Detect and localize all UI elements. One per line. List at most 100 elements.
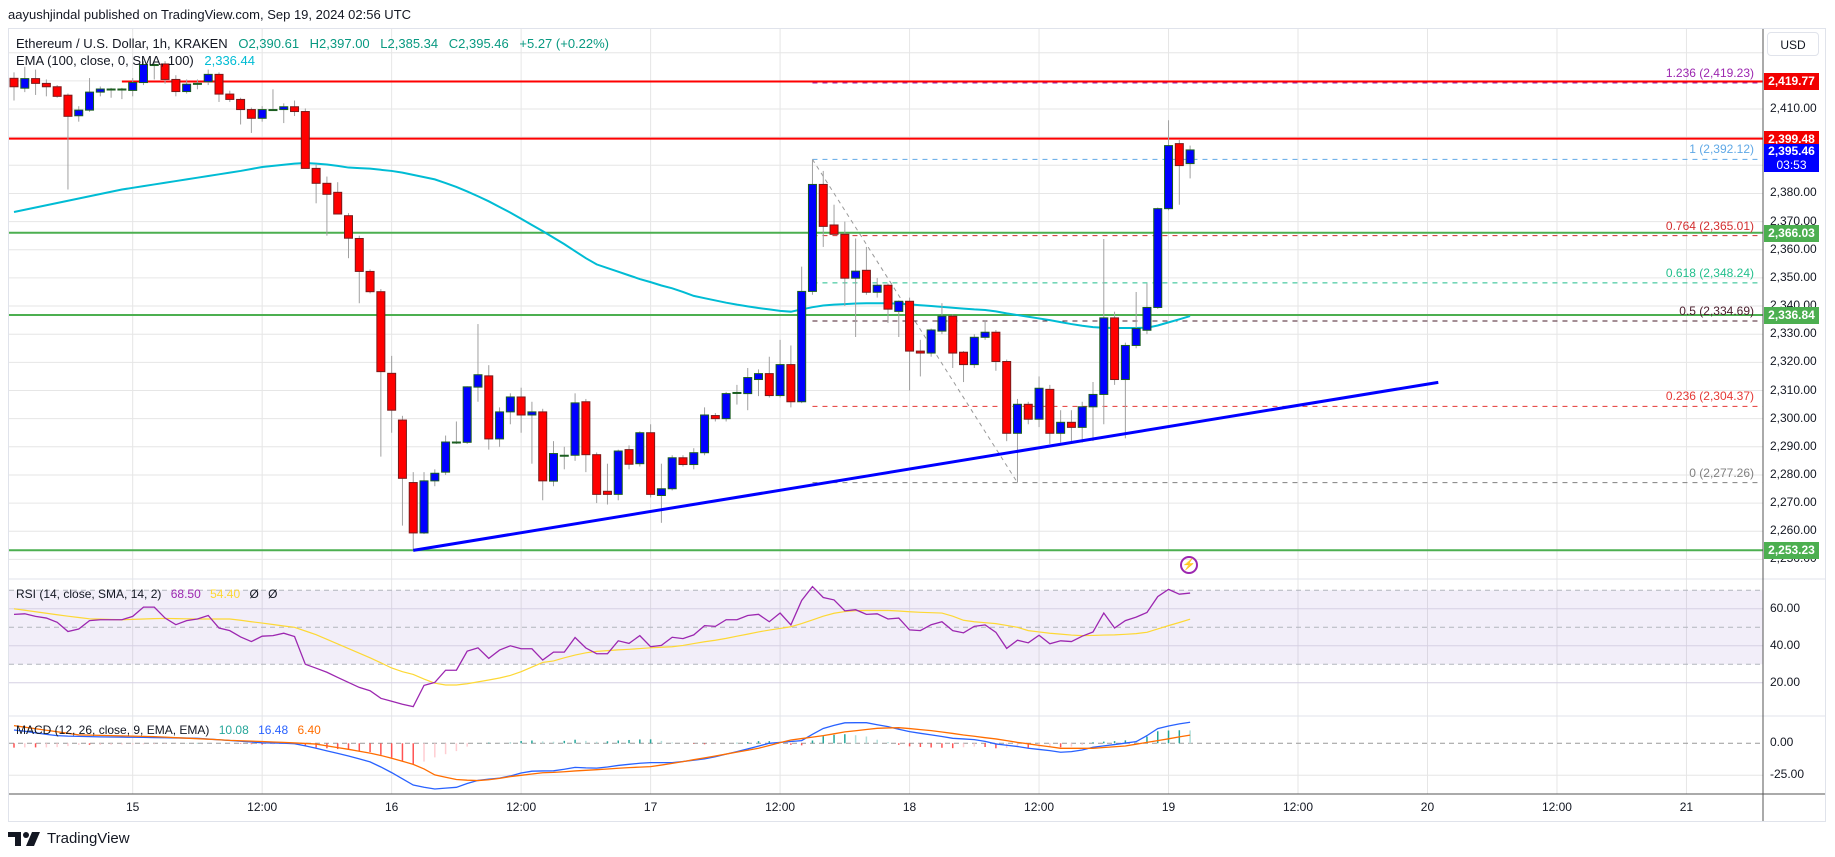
candle-up xyxy=(95,88,105,93)
candle-down xyxy=(343,215,353,239)
price-axis-label: 2,370.00 xyxy=(1770,213,1817,228)
candle-down xyxy=(322,182,332,195)
candle-up xyxy=(192,82,202,85)
time-axis-label: 15 xyxy=(126,800,140,814)
candle-down xyxy=(829,224,839,235)
last-price-value: 2,395.46 xyxy=(1768,143,1815,158)
candle-down xyxy=(1002,361,1012,434)
candle-up xyxy=(117,88,127,91)
price-tag: 2,366.03 xyxy=(1764,224,1819,242)
candle-up xyxy=(721,393,731,420)
time-axis-label: 20 xyxy=(1420,800,1435,814)
candle-up xyxy=(969,336,979,366)
candle-down xyxy=(484,375,494,440)
candle-down xyxy=(786,364,796,403)
candle-down xyxy=(678,457,688,466)
rsi-axis-label: 40.00 xyxy=(1770,637,1801,652)
rsi-legend: RSI (14, close, SMA, 14, 2) 68.50 54.40 … xyxy=(16,587,284,601)
candle-up xyxy=(1185,149,1195,165)
candle-down xyxy=(840,233,850,279)
candle-up xyxy=(700,414,710,454)
rsi-value: 68.50 xyxy=(170,587,201,601)
rsi-axis-label: 60.00 xyxy=(1770,600,1801,615)
candle-up xyxy=(419,480,429,534)
candle-up xyxy=(872,284,882,293)
macd-legend: MACD (12, 26, close, 9, EMA, EMA) 10.08 … xyxy=(16,723,327,737)
macd-axis-label: -25.00 xyxy=(1770,767,1805,782)
lightning-icon[interactable]: ⚡ xyxy=(1180,556,1198,574)
candle-up xyxy=(1131,328,1141,346)
price-pane[interactable] xyxy=(9,61,1763,552)
candle-down xyxy=(883,284,893,310)
bar-countdown: 03:53 xyxy=(1776,157,1807,172)
macd-label: MACD (12, 26, close, 9, EMA, EMA) xyxy=(16,723,210,737)
candle-up xyxy=(656,488,666,496)
candle-down xyxy=(710,415,720,420)
price-tag: 2,253.23 xyxy=(1764,542,1819,560)
macd-axis-label: 0.00 xyxy=(1770,735,1794,750)
candle-down xyxy=(225,93,235,100)
candle-down xyxy=(41,82,51,88)
candle-down xyxy=(592,454,602,495)
candle-down xyxy=(516,396,526,416)
candle-up xyxy=(1034,387,1044,420)
fib-level-label: 0 (2,277.26) xyxy=(1689,465,1754,480)
candle-up xyxy=(257,109,267,119)
candle-down xyxy=(333,191,343,215)
time-axis-label: 12:00 xyxy=(1024,800,1055,814)
candle-up xyxy=(106,88,116,91)
candle-up xyxy=(128,82,138,91)
candle-up xyxy=(613,450,623,495)
candle-up xyxy=(732,391,742,394)
time-axis-label: 12:00 xyxy=(506,800,537,814)
tradingview-logo-icon xyxy=(8,831,40,846)
candle-down xyxy=(905,300,915,352)
candle-up xyxy=(1142,306,1152,331)
open-value: O2,390.61 xyxy=(238,36,300,51)
fib-level-label: 1.236 (2,419.23) xyxy=(1665,66,1754,81)
candle-up xyxy=(505,396,515,413)
candle-down xyxy=(365,270,375,293)
last-price-tag: 2,395.46 03:53 xyxy=(1764,143,1819,172)
ema-legend: EMA (100, close, 0, SMA, 100) 2,336.44 xyxy=(16,53,262,68)
tradingview-logo[interactable]: TradingView xyxy=(8,830,130,847)
candle-down xyxy=(63,94,73,117)
candle-up xyxy=(937,315,947,332)
candle-up xyxy=(1088,393,1098,408)
fib-level-label: 0.236 (2,304.37) xyxy=(1665,389,1754,404)
macd-signal-line xyxy=(13,724,1191,782)
candle-down xyxy=(1174,143,1184,167)
currency-button[interactable]: USD xyxy=(1767,32,1819,56)
time-axis-label: 12:00 xyxy=(1541,800,1572,814)
candle-up xyxy=(451,441,461,444)
time-axis-label: 12:00 xyxy=(765,800,796,814)
candle-down xyxy=(52,86,62,97)
publish-info: aayushjindal published on TradingView.co… xyxy=(8,7,412,22)
change-value: +5.27 (+0.22%) xyxy=(519,36,610,51)
rsi-sma-value: 54.40 xyxy=(210,587,241,601)
price-axis-label: 2,330.00 xyxy=(1770,326,1817,341)
brand-name: TradingView xyxy=(47,830,130,847)
candle-up xyxy=(926,329,936,354)
candle-up xyxy=(85,91,95,111)
macd-pane[interactable] xyxy=(13,721,1191,790)
fib-level-label: 0.618 (2,348.24) xyxy=(1665,265,1754,280)
candle-down xyxy=(818,183,828,227)
rsi-pane[interactable] xyxy=(13,585,1191,708)
candle-up xyxy=(279,106,289,111)
price-axis-label: 2,360.00 xyxy=(1770,241,1817,256)
candle-down xyxy=(915,350,925,354)
rsi-label: RSI (14, close, SMA, 14, 2) xyxy=(16,587,162,601)
price-tag: 2,399.48 xyxy=(1764,130,1819,148)
high-value: H2,397.00 xyxy=(309,36,370,51)
price-tag: 2,419.77 xyxy=(1764,73,1819,91)
candle-down xyxy=(354,237,364,272)
rsi-axis-label: 20.00 xyxy=(1770,674,1801,689)
candle-up xyxy=(1153,208,1163,308)
candle-down xyxy=(581,401,591,456)
macd-line-value: 16.48 xyxy=(258,723,289,737)
candle-down xyxy=(1023,403,1033,420)
macd-hist-value: 10.08 xyxy=(218,723,249,737)
candle-up xyxy=(74,109,84,117)
